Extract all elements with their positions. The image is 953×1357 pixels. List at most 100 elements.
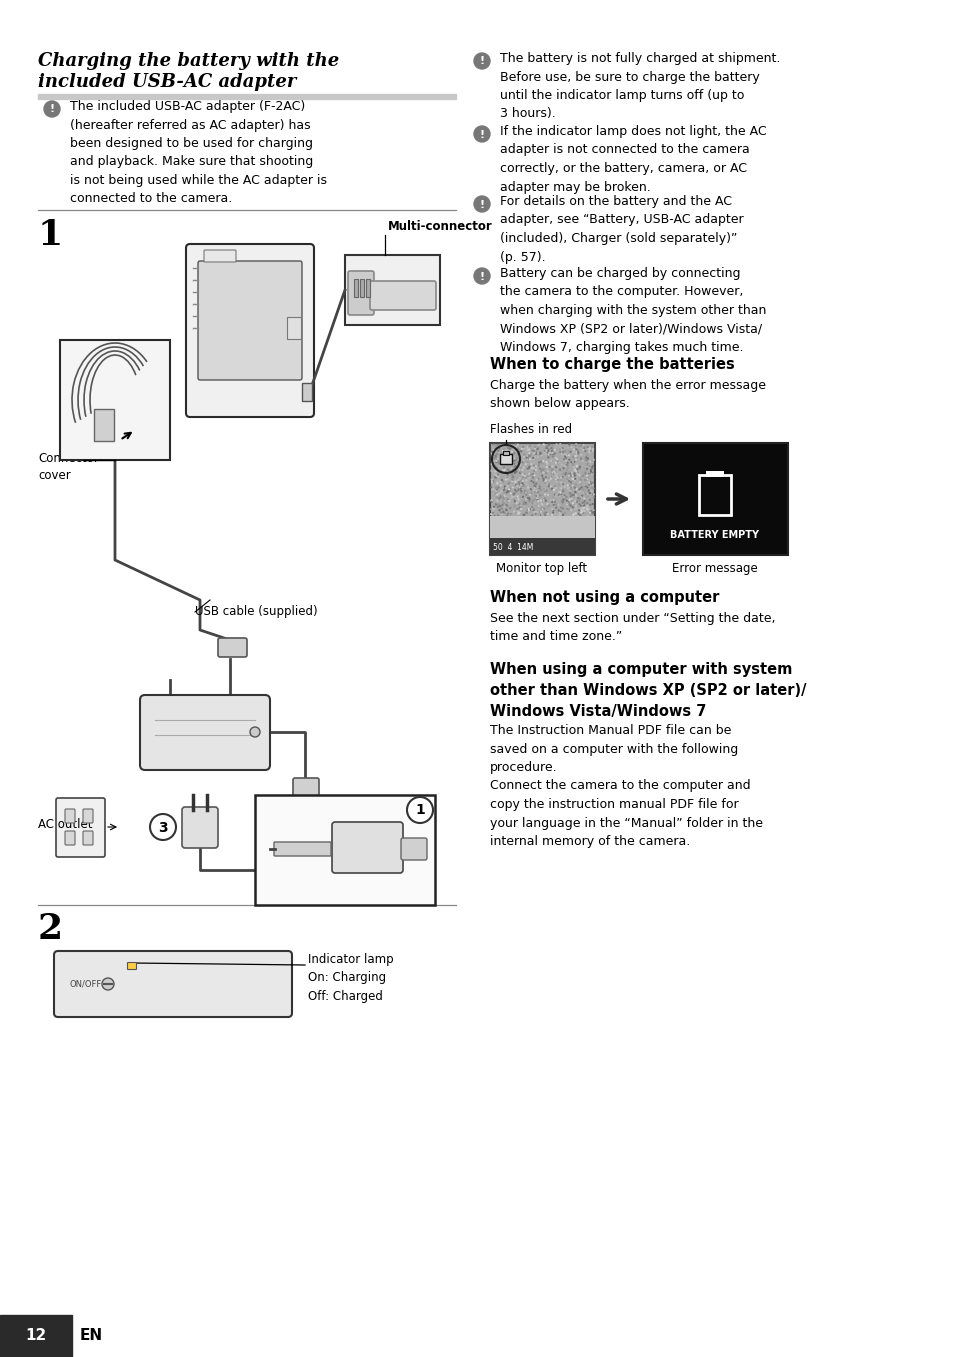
Point xyxy=(557,506,572,528)
FancyBboxPatch shape xyxy=(287,318,301,339)
Point xyxy=(540,495,556,517)
Point xyxy=(522,464,537,486)
Point xyxy=(507,470,522,491)
Point xyxy=(579,495,595,517)
Point xyxy=(582,471,598,493)
Point xyxy=(485,465,500,487)
Point xyxy=(548,494,563,516)
Point xyxy=(518,502,534,524)
Point xyxy=(509,475,524,497)
Point xyxy=(558,489,574,510)
Point xyxy=(495,453,510,475)
Point xyxy=(511,445,526,467)
Point xyxy=(586,483,601,505)
Point xyxy=(538,444,554,465)
Point xyxy=(558,489,574,510)
Point xyxy=(544,516,559,537)
Point xyxy=(558,510,573,532)
Point xyxy=(536,434,551,456)
Point xyxy=(504,524,519,546)
Point xyxy=(546,440,561,461)
Point xyxy=(579,453,595,475)
Point xyxy=(544,498,559,520)
Point xyxy=(564,468,579,490)
Point xyxy=(525,490,540,512)
Point xyxy=(528,495,543,517)
Point xyxy=(489,448,504,470)
Point xyxy=(549,471,564,493)
Point xyxy=(582,470,598,491)
FancyBboxPatch shape xyxy=(186,244,314,417)
Text: When using a computer with system
other than Windows XP (SP2 or later)/
Windows : When using a computer with system other … xyxy=(490,662,805,719)
Point xyxy=(539,437,555,459)
Point xyxy=(581,461,597,483)
Point xyxy=(516,453,531,475)
Point xyxy=(539,474,555,495)
Text: The included USB-AC adapter (F-2AC)
(hereafter referred as AC adapter) has
been : The included USB-AC adapter (F-2AC) (her… xyxy=(70,100,327,205)
Point xyxy=(561,434,577,456)
Point xyxy=(527,482,542,503)
Point xyxy=(498,448,514,470)
Point xyxy=(496,486,511,508)
Point xyxy=(544,434,559,456)
Point xyxy=(567,445,582,467)
Point xyxy=(484,453,499,475)
Point xyxy=(513,468,528,490)
Point xyxy=(524,497,539,518)
Point xyxy=(497,452,513,474)
Point xyxy=(583,474,598,495)
Point xyxy=(491,522,506,544)
Point xyxy=(578,497,594,518)
Point xyxy=(506,442,521,464)
Point xyxy=(511,471,526,493)
Point xyxy=(568,474,583,495)
Point xyxy=(486,440,501,461)
Point xyxy=(545,456,560,478)
Point xyxy=(549,448,564,470)
Point xyxy=(515,449,530,471)
Point xyxy=(570,441,585,463)
Point xyxy=(499,491,515,513)
Point xyxy=(513,482,528,503)
Point xyxy=(486,498,501,520)
Point xyxy=(534,497,549,518)
Point xyxy=(509,459,524,480)
Point xyxy=(502,478,517,499)
Point xyxy=(537,517,553,539)
Point xyxy=(497,442,512,464)
Point xyxy=(551,522,566,544)
Point xyxy=(580,520,596,541)
Point xyxy=(551,494,566,516)
Point xyxy=(485,471,500,493)
Point xyxy=(515,498,530,520)
Point xyxy=(485,434,500,456)
Point xyxy=(495,460,510,482)
Point xyxy=(515,486,530,508)
Point xyxy=(557,441,572,463)
Point xyxy=(559,465,575,487)
Point xyxy=(517,475,532,497)
Point xyxy=(489,484,504,506)
Point xyxy=(581,463,597,484)
Point xyxy=(514,517,529,539)
Point xyxy=(569,474,584,495)
Point xyxy=(497,495,512,517)
Point xyxy=(491,476,506,498)
Point xyxy=(563,471,578,493)
Point xyxy=(548,449,563,471)
Point xyxy=(504,457,519,479)
Point xyxy=(549,524,564,546)
FancyBboxPatch shape xyxy=(182,807,218,848)
Point xyxy=(577,514,592,536)
Point xyxy=(517,453,532,475)
Point xyxy=(549,520,564,541)
Point xyxy=(556,489,571,510)
Point xyxy=(520,465,536,487)
Point xyxy=(585,502,600,524)
Point xyxy=(503,437,518,459)
Point xyxy=(497,468,513,490)
Point xyxy=(509,434,524,456)
Point xyxy=(574,512,589,533)
Point xyxy=(491,437,506,459)
Point xyxy=(526,480,541,502)
